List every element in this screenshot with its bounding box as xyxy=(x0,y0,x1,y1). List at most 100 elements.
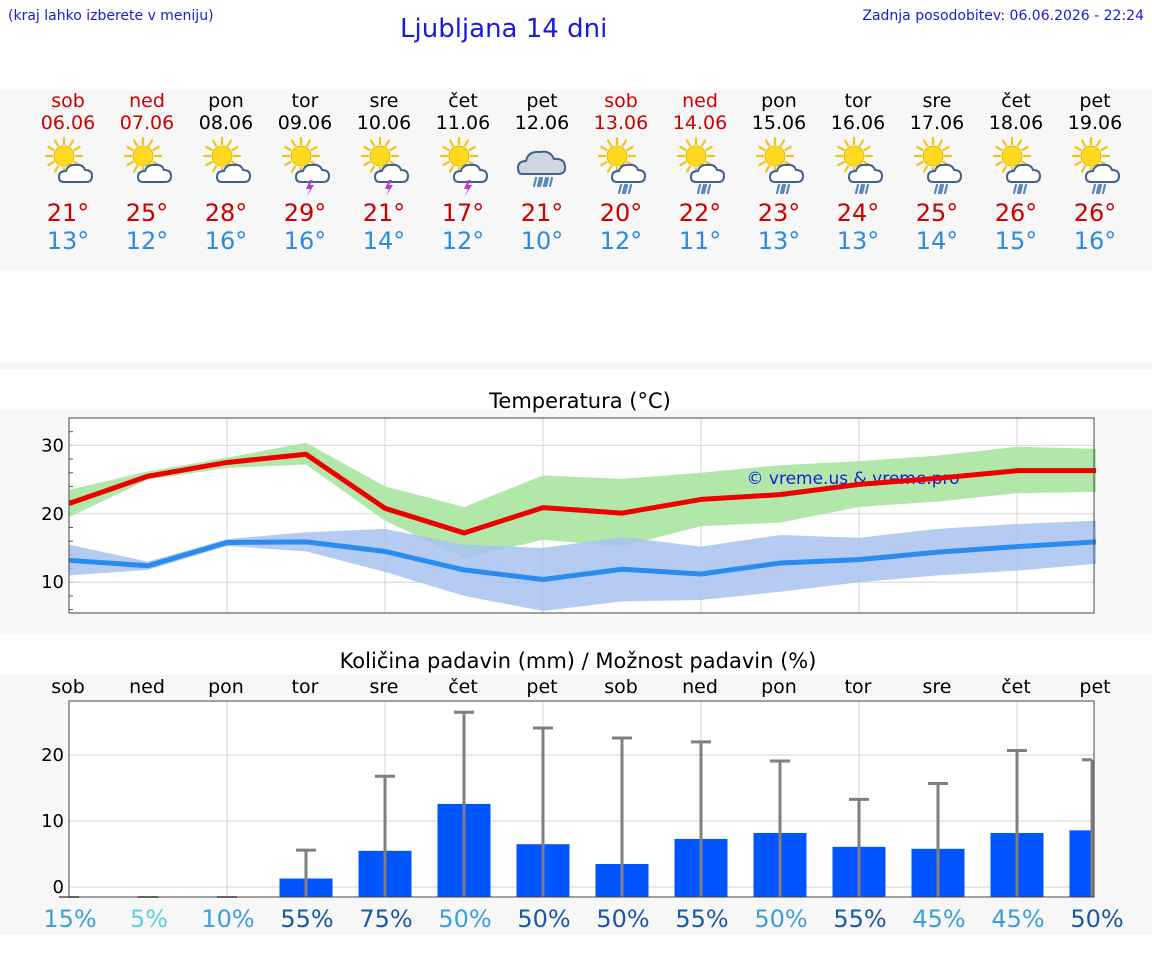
min-temperature: 13° xyxy=(46,227,90,255)
min-temperature: 16° xyxy=(1073,227,1117,255)
min-temperature-line xyxy=(68,539,1097,582)
min-temperature: 13° xyxy=(757,227,801,255)
y-tick-label: 10 xyxy=(41,811,64,832)
location-hint: (kraj lahko izberete v meniju) xyxy=(8,8,214,24)
x-tick-label: sre xyxy=(370,676,399,698)
x-tick-label: pet xyxy=(526,676,557,698)
forecast-day: čet 18.06 26° 15° xyxy=(976,90,1056,255)
plot-border xyxy=(68,417,1095,614)
min-temperature: 16° xyxy=(283,227,327,255)
max-temperature: 21° xyxy=(46,199,90,227)
y-tick-label: 20 xyxy=(41,504,64,525)
max-temperature-range xyxy=(69,442,1096,559)
min-temperature: 11° xyxy=(678,227,722,255)
day-date: 17.06 xyxy=(909,112,965,134)
precipitation-chance: 55% xyxy=(833,905,886,933)
y-tick-label: 30 xyxy=(41,435,64,456)
day-date: 09.06 xyxy=(277,112,333,134)
day-date: 19.06 xyxy=(1067,112,1123,134)
temperature-chart: Temperatura (°C) 10 20 30 © vreme.us & vreme… xyxy=(41,389,1097,614)
day-date: 08.06 xyxy=(198,112,254,134)
forecast-day: ned 07.06 25° 12° xyxy=(107,90,187,255)
y-tick-label: 0 xyxy=(53,877,64,898)
max-temperature: 21° xyxy=(520,199,564,227)
min-temperature: 12° xyxy=(125,227,169,255)
x-tick-label: čet xyxy=(448,676,478,698)
sun-cloud-rain-icon xyxy=(828,136,888,196)
chart-title: Količina padavin (mm) / Možnost padavin … xyxy=(340,649,817,673)
day-date: 15.06 xyxy=(751,112,807,134)
forecast-day: tor 09.06 29° 16° xyxy=(265,90,345,255)
section-divider xyxy=(0,363,1152,369)
max-temperature-line xyxy=(68,451,1096,536)
max-temperature: 28° xyxy=(204,199,248,227)
precipitation-chance: 75% xyxy=(359,905,412,933)
x-tick-label: ned xyxy=(682,676,718,698)
precipitation-chance: 50% xyxy=(596,905,649,933)
x-tick-label: tor xyxy=(292,676,319,698)
precipitation-chance: 50% xyxy=(1070,905,1123,933)
max-temperature: 25° xyxy=(915,199,959,227)
sun-cloud-rain-icon xyxy=(1065,136,1125,196)
last-updated: Zadnja posodobitev: 06.06.2026 - 22:24 xyxy=(862,8,1144,24)
min-temperature: 13° xyxy=(836,227,880,255)
day-name: pet xyxy=(1079,90,1111,112)
watermark: © vreme.us & vreme.pro xyxy=(746,469,959,489)
day-date: 18.06 xyxy=(988,112,1044,134)
sun-cloud-rain-icon xyxy=(670,136,730,196)
min-temperature: 14° xyxy=(915,227,959,255)
page-title: Ljubljana 14 dni xyxy=(400,14,608,44)
forecast-day: sre 10.06 21° 14° xyxy=(344,90,424,255)
precipitation-chart: Količina padavin (mm) / Možnost padavin … xyxy=(41,649,1124,933)
x-tick-label: ned xyxy=(129,676,165,698)
precipitation-chance: 5% xyxy=(130,905,168,933)
forecast-day: sob 13.06 20° 12° xyxy=(581,90,661,255)
plot-border xyxy=(68,700,1095,898)
precipitation-chance: 10% xyxy=(201,905,254,933)
sun-cloud-icon xyxy=(38,136,98,196)
x-tick-label: sob xyxy=(604,676,638,698)
day-name: tor xyxy=(291,90,319,112)
max-temperature: 26° xyxy=(994,199,1038,227)
day-date: 16.06 xyxy=(830,112,886,134)
min-temperature: 16° xyxy=(204,227,248,255)
day-date: 13.06 xyxy=(593,112,649,134)
forecast-strip: sob 06.06 21° 13° ned 07.06 25° 12° pon 08.06 28° 1… xyxy=(0,90,1152,270)
max-temperature: 20° xyxy=(599,199,643,227)
precipitation-chance: 50% xyxy=(438,905,491,933)
day-name: pon xyxy=(208,90,244,112)
forecast-day: pon 15.06 23° 13° xyxy=(739,90,819,255)
x-tick-label: pet xyxy=(1079,676,1110,698)
sun-cloud-rain-icon xyxy=(986,136,1046,196)
precipitation-chance: 55% xyxy=(675,905,728,933)
precipitation-bar xyxy=(1069,830,1094,897)
day-name: pet xyxy=(526,90,558,112)
precipitation-chance: 55% xyxy=(280,905,333,933)
y-tick-label: 10 xyxy=(41,572,64,593)
forecast-day: pon 08.06 28° 16° xyxy=(186,90,266,255)
x-tick-label: pon xyxy=(761,676,797,698)
forecast-day: sob 06.06 21° 13° xyxy=(28,90,108,255)
day-date: 12.06 xyxy=(514,112,570,134)
min-temperature: 15° xyxy=(994,227,1038,255)
day-name: ned xyxy=(682,90,718,112)
max-temperature: 24° xyxy=(836,199,880,227)
sun-cloud-thunder-icon xyxy=(275,136,335,196)
sun-cloud-thunder-icon xyxy=(354,136,414,196)
sun-cloud-rain-icon xyxy=(591,136,651,196)
precipitation-chance: 45% xyxy=(991,905,1044,933)
day-name: čet xyxy=(448,90,478,112)
min-temperature: 10° xyxy=(520,227,564,255)
day-name: sre xyxy=(369,90,399,112)
forecast-day: pet 19.06 26° 16° xyxy=(1055,90,1135,255)
day-name: sob xyxy=(604,90,638,112)
precipitation-chance: 50% xyxy=(517,905,570,933)
max-temperature: 21° xyxy=(362,199,406,227)
max-temperature: 25° xyxy=(125,199,169,227)
min-temperature: 12° xyxy=(441,227,485,255)
day-name: sob xyxy=(51,90,85,112)
sun-cloud-thunder-icon xyxy=(433,136,493,196)
day-name: ned xyxy=(129,90,165,112)
day-name: sre xyxy=(922,90,952,112)
cloud-rain-icon xyxy=(512,136,572,196)
